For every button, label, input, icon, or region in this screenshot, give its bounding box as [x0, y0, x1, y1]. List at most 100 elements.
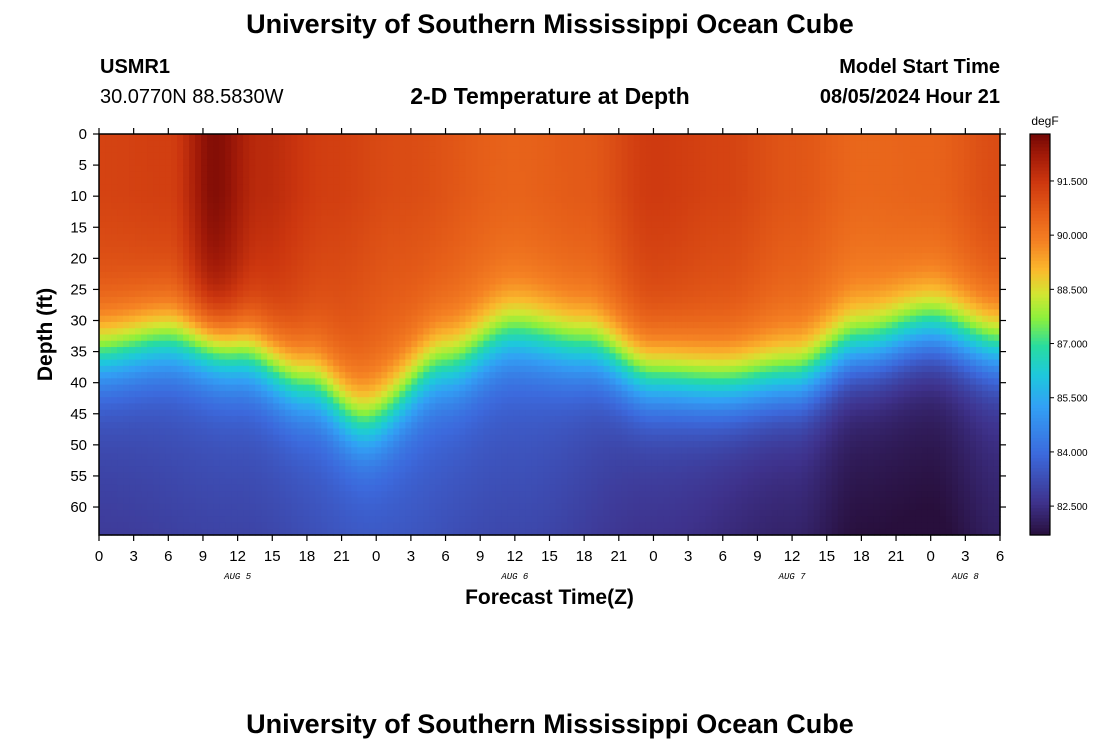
- heatmap-cell: [525, 466, 533, 473]
- heatmap-cell: [519, 528, 527, 536]
- heatmap-cell: [165, 271, 172, 279]
- heatmap-cell: [99, 284, 106, 292]
- heatmap-cell: [465, 472, 473, 480]
- heatmap-cell: [237, 190, 244, 198]
- heatmap-cell: [147, 140, 154, 148]
- heatmap-cell: [225, 265, 232, 273]
- heatmap-cell: [345, 447, 352, 455]
- heatmap-cell: [495, 209, 503, 217]
- heatmap-cell: [375, 409, 382, 417]
- heatmap-cell: [543, 453, 551, 461]
- heatmap-cell: [441, 171, 448, 179]
- heatmap-cell: [471, 353, 479, 361]
- heatmap-cell: [339, 253, 346, 260]
- heatmap-cell: [219, 466, 226, 473]
- heatmap-cell: [225, 246, 232, 254]
- heatmap-cell: [189, 134, 196, 141]
- heatmap-cell: [519, 240, 527, 248]
- heatmap-cell: [261, 140, 268, 148]
- heatmap-cell: [237, 403, 244, 411]
- heatmap-cell: [513, 227, 521, 235]
- heatmap-cell: [213, 484, 220, 492]
- heatmap-cell: [363, 290, 370, 298]
- heatmap-cell: [345, 221, 352, 229]
- heatmap-cell: [405, 428, 412, 436]
- heatmap-cell: [177, 284, 184, 292]
- heatmap-cell: [339, 146, 346, 154]
- heatmap-cell: [285, 159, 292, 166]
- heatmap-cell: [351, 365, 358, 373]
- heatmap-cell: [423, 209, 430, 217]
- heatmap-cell: [147, 284, 154, 292]
- heatmap-cell: [537, 227, 545, 235]
- heatmap-cell: [177, 328, 184, 336]
- heatmap-cell: [201, 434, 208, 442]
- heatmap-cell: [279, 453, 286, 461]
- heatmap-cell: [207, 447, 214, 455]
- heatmap-cell: [483, 134, 491, 141]
- heatmap-cell: [507, 528, 515, 536]
- heatmap-cell: [225, 165, 232, 173]
- heatmap-cell: [189, 290, 196, 298]
- heatmap-cell: [117, 359, 124, 367]
- heatmap-cell: [327, 478, 334, 486]
- heatmap-cell: [441, 353, 448, 361]
- heatmap-cell: [351, 271, 358, 279]
- heatmap-cell: [417, 447, 424, 455]
- heatmap-cell: [519, 234, 527, 242]
- heatmap-cell: [165, 284, 172, 292]
- heatmap-cell: [153, 422, 160, 430]
- heatmap-cell: [381, 202, 388, 210]
- heatmap-cell: [117, 478, 124, 486]
- heatmap-cell: [465, 447, 473, 455]
- heatmap-cell: [471, 177, 479, 185]
- heatmap-cell: [267, 284, 274, 292]
- heatmap-cell: [111, 447, 118, 455]
- heatmap-cell: [309, 347, 316, 354]
- heatmap-cell: [111, 340, 118, 348]
- heatmap-cell: [309, 278, 316, 285]
- heatmap-cell: [273, 365, 280, 373]
- heatmap-cell: [429, 209, 436, 217]
- heatmap-cell: [369, 484, 376, 492]
- heatmap-cell: [183, 253, 190, 260]
- heatmap-cell: [447, 447, 454, 455]
- heatmap-cell: [381, 134, 388, 141]
- heatmap-cell: [459, 240, 467, 248]
- heatmap-cell: [183, 441, 190, 448]
- heatmap-cell: [243, 509, 250, 517]
- heatmap-cell: [543, 334, 551, 342]
- heatmap-cell: [231, 159, 238, 166]
- heatmap-cell: [543, 434, 551, 442]
- heatmap-cell: [441, 227, 448, 235]
- heatmap-cell: [273, 190, 280, 198]
- heatmap-cell: [381, 359, 388, 367]
- heatmap-cell: [231, 447, 238, 455]
- heatmap-cell: [225, 491, 232, 499]
- heatmap-cell: [189, 384, 196, 392]
- heatmap-cell: [471, 509, 479, 517]
- heatmap-cell: [111, 284, 118, 292]
- heatmap-cell: [273, 497, 280, 505]
- heatmap-cell: [441, 140, 448, 148]
- heatmap-cell: [243, 190, 250, 198]
- heatmap-cell: [237, 321, 244, 329]
- heatmap-cell: [555, 466, 563, 473]
- heatmap-cell: [285, 303, 292, 311]
- heatmap-cell: [543, 372, 551, 379]
- heatmap-cell: [561, 478, 569, 486]
- heatmap-cell: [111, 378, 118, 386]
- heatmap-cell: [477, 491, 485, 499]
- heatmap-cell: [267, 271, 274, 279]
- heatmap-cell: [507, 428, 515, 436]
- heatmap-cell: [483, 447, 491, 455]
- heatmap-cell: [117, 196, 124, 204]
- heatmap-cell: [441, 202, 448, 210]
- heatmap-cell: [165, 441, 172, 448]
- heatmap-cell: [261, 146, 268, 154]
- heatmap-cell: [231, 409, 238, 417]
- heatmap-cell: [315, 202, 322, 210]
- heatmap-cell: [417, 146, 424, 154]
- heatmap-cell: [159, 134, 166, 141]
- heatmap-cell: [279, 234, 286, 242]
